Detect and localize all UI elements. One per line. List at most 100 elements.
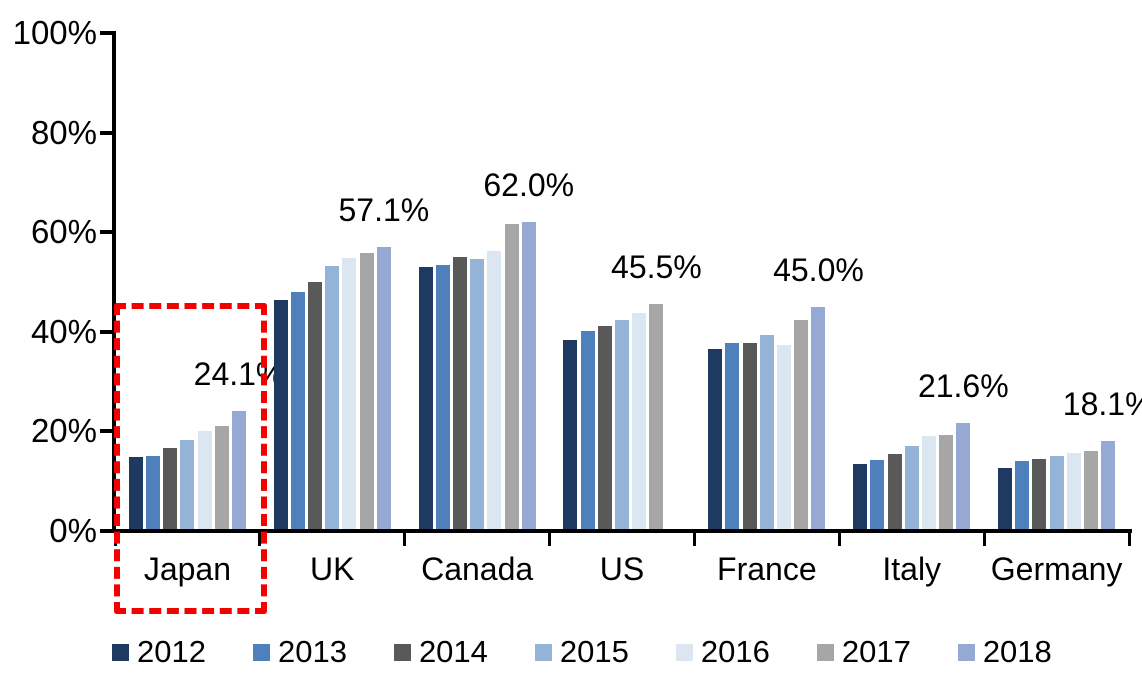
value-label: 18.1% — [1062, 385, 1142, 422]
bar-2013-japan — [146, 456, 161, 531]
x-tick — [837, 531, 841, 546]
bar-2014-uk — [308, 282, 323, 531]
legend-label: 2015 — [559, 634, 629, 669]
bar-2018-canada — [521, 222, 536, 531]
y-tick — [100, 429, 112, 434]
bar-2017-canada — [504, 224, 519, 531]
bar-2012-us — [563, 340, 578, 531]
bar-2017-france — [794, 319, 809, 531]
bar-2015-us — [615, 319, 629, 531]
bar-2016-italy — [921, 435, 936, 531]
y-axis-tick-label: 60% — [30, 213, 97, 251]
legend-swatch — [675, 643, 693, 661]
category-label: Japan — [143, 551, 232, 587]
bar-2016-germany — [1066, 453, 1081, 531]
legend-item-2015: 2015 — [534, 634, 629, 670]
value-label: 45.5% — [611, 249, 702, 286]
bar-2016-canada — [487, 251, 502, 531]
x-tick — [403, 531, 407, 546]
y-tick — [100, 230, 112, 235]
legend-item-2014: 2014 — [393, 634, 488, 670]
bar-2018-italy — [956, 423, 971, 531]
bar-2014-italy — [887, 453, 902, 531]
category-label: France — [717, 551, 817, 587]
bar-2018-japan — [232, 410, 247, 531]
legend-label: 2013 — [277, 634, 347, 669]
bar-2015-uk — [325, 265, 340, 531]
y-tick — [100, 529, 112, 533]
bar-2017-us — [649, 304, 664, 531]
bar-2017-italy — [939, 434, 954, 531]
y-axis-tick-label: 40% — [30, 312, 97, 350]
bar-2015-japan — [180, 440, 195, 531]
legend-item-2016: 2016 — [675, 634, 770, 670]
x-tick — [258, 531, 262, 546]
legend: 2012 2013 2014 2015 2016 2017 2018 — [112, 634, 1052, 670]
category-label: Italy — [882, 551, 942, 587]
bar-2013-germany — [1015, 460, 1030, 531]
y-axis-line — [112, 31, 116, 533]
bar-2015-canada — [470, 258, 485, 531]
bar-2015-italy — [904, 446, 919, 531]
bar-2013-france — [725, 342, 740, 531]
bar-2014-canada — [452, 257, 467, 531]
legend-item-2013: 2013 — [252, 634, 347, 670]
bar-2012-japan — [128, 457, 143, 531]
bar-2013-uk — [290, 292, 305, 531]
bar-2016-japan — [197, 430, 212, 531]
legend-swatch — [816, 643, 834, 661]
bar-2012-uk — [273, 299, 288, 531]
legend-label: 2017 — [841, 634, 911, 669]
bar-2018-uk — [376, 246, 391, 531]
y-axis-tick-label: 0% — [49, 512, 97, 549]
value-label: 57.1% — [338, 191, 430, 228]
bar-2015-france — [759, 334, 774, 531]
legend-item-2017: 2017 — [816, 634, 911, 670]
bar-2018-france — [811, 306, 826, 531]
x-tick — [1127, 531, 1131, 546]
legend-label: 2014 — [418, 634, 488, 669]
x-tick — [692, 531, 696, 546]
bar-2017-uk — [359, 253, 374, 531]
bar-2018-germany — [1101, 440, 1116, 531]
bar-2017-japan — [214, 425, 229, 531]
bar-2012-canada — [418, 266, 433, 531]
x-tick — [982, 531, 986, 546]
legend-item-2012: 2012 — [112, 634, 206, 670]
x-tick — [113, 531, 117, 546]
bar-2014-germany — [1032, 458, 1047, 531]
legend-swatch — [252, 643, 270, 661]
bar-2015-germany — [1049, 456, 1064, 531]
bar-2014-japan — [163, 447, 178, 531]
y-axis-tick-label: 100% — [12, 14, 97, 51]
legend-label: 2016 — [700, 634, 770, 669]
bar-2013-canada — [435, 264, 450, 531]
value-label: 21.6% — [917, 368, 1009, 405]
category-label: Germany — [990, 551, 1123, 587]
bar-2016-france — [777, 344, 792, 531]
bar-2012-italy — [853, 464, 868, 531]
y-tick — [100, 31, 112, 35]
legend-label: 2012 — [137, 634, 206, 669]
category-label: Canada — [421, 551, 534, 587]
y-axis-tick-label: 80% — [30, 113, 97, 151]
bar-2012-france — [708, 348, 723, 531]
legend-item-2018: 2018 — [957, 634, 1052, 670]
bar-2016-us — [632, 312, 647, 531]
bar-2017-germany — [1083, 450, 1098, 531]
value-label: 24.1% — [193, 355, 285, 392]
category-label: UK — [310, 551, 355, 587]
legend-swatch — [957, 643, 975, 661]
x-tick — [548, 531, 552, 546]
bar-2014-france — [742, 343, 757, 531]
y-tick — [100, 329, 112, 334]
bar-2014-us — [597, 325, 612, 531]
legend-swatch — [393, 643, 411, 661]
bar-2013-us — [580, 331, 595, 531]
x-axis-line — [112, 529, 1132, 533]
value-label: 62.0% — [483, 167, 575, 204]
legend-swatch — [534, 643, 552, 661]
y-tick — [100, 130, 112, 135]
bar-2013-italy — [870, 460, 885, 531]
